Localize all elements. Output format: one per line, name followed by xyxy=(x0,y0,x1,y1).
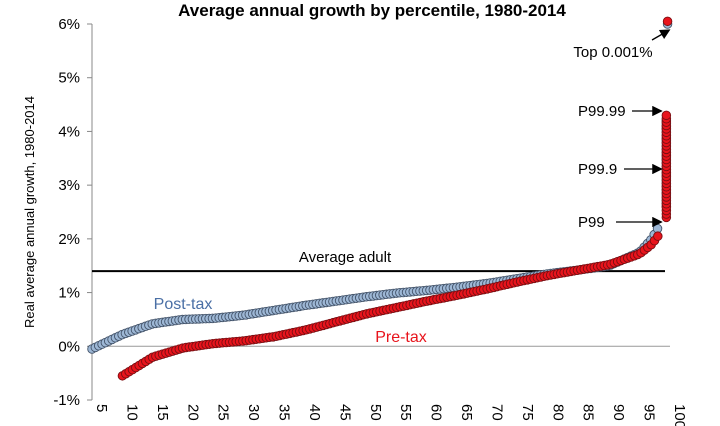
annotation-label: P99 xyxy=(578,214,605,231)
chart-title: Average annual growth by percentile, 198… xyxy=(178,1,566,20)
y-tick-label: 5% xyxy=(58,70,80,87)
x-tick-label: 90 xyxy=(610,404,627,421)
pre-tax-point xyxy=(662,16,673,27)
x-tick-label: 30 xyxy=(245,404,262,421)
x-tick-label: 10 xyxy=(123,404,140,421)
annotation-label: P99.9 xyxy=(578,161,617,178)
y-tick-label: 2% xyxy=(58,231,80,248)
annotation-label: Top 0.001% xyxy=(573,44,652,61)
y-tick-label: -1% xyxy=(53,392,80,409)
average-adult-label: Average adult xyxy=(299,249,392,266)
annotation-arrow xyxy=(651,29,671,41)
y-axis-label: Real average annual growth, 1980-2014 xyxy=(22,96,37,328)
x-tick-label: 45 xyxy=(336,404,353,421)
x-tick-label: 65 xyxy=(458,404,475,421)
x-tick-label: 40 xyxy=(306,404,323,421)
post-tax-series: Post-tax xyxy=(87,19,673,354)
x-tick-label: 5 xyxy=(93,404,110,412)
x-tick-label: 60 xyxy=(428,404,445,421)
post-tax-label: Post-tax xyxy=(154,296,213,313)
x-tick-label: 15 xyxy=(154,404,171,421)
x-tick-label: 95 xyxy=(641,404,658,421)
pre-tax-point xyxy=(653,231,663,241)
x-tick-label: 20 xyxy=(184,404,201,421)
y-tick-label: 0% xyxy=(58,338,80,355)
pre-tax-label: Pre-tax xyxy=(375,329,427,346)
pre-tax-point xyxy=(661,110,672,121)
axes: -1% 0% 1% 2% 3% 4% 5% 6% 5 10 15 20 25 30 35 40 45 50 55 60… xyxy=(53,16,688,426)
x-tick-label: 85 xyxy=(580,404,597,421)
x-tick-label: 70 xyxy=(488,404,505,421)
x-tick-label: 55 xyxy=(397,404,414,421)
annotation-label: P99.99 xyxy=(578,103,626,120)
x-tick-label: 50 xyxy=(367,404,384,421)
y-tick-label: 3% xyxy=(58,177,80,194)
x-tick-label: 100 xyxy=(671,404,688,426)
x-tick-label: 80 xyxy=(549,404,566,421)
y-tick-label: 6% xyxy=(58,16,80,33)
pre-tax-series: Pre-tax xyxy=(117,16,673,381)
x-tick-label: 35 xyxy=(276,404,293,421)
series-layer: Post-tax Pre-tax xyxy=(87,16,673,381)
x-tick-label: 75 xyxy=(519,404,536,421)
x-tick-label: 25 xyxy=(215,404,232,421)
annotations: Top 0.001% P99.99 P99.9 P99 xyxy=(573,29,671,231)
y-tick-label: 4% xyxy=(58,123,80,140)
y-tick-label: 1% xyxy=(58,285,80,302)
